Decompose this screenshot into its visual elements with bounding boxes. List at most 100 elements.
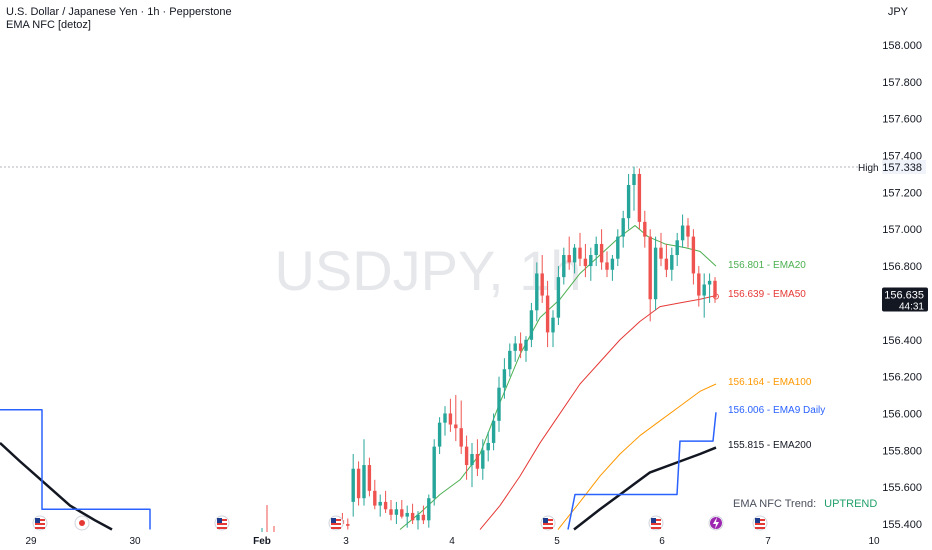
candle xyxy=(529,310,534,340)
x-tick-label: 7 xyxy=(765,536,771,547)
candle xyxy=(448,413,453,425)
candle xyxy=(610,258,615,270)
candle xyxy=(551,317,555,333)
price-badge-bg xyxy=(882,287,928,312)
x-tick-label: 5 xyxy=(554,536,560,547)
y-tick-label: 156.800 xyxy=(882,261,922,273)
candle xyxy=(508,350,512,370)
ema200-line xyxy=(573,446,717,531)
candle xyxy=(378,501,382,506)
candle xyxy=(572,247,577,263)
x-tick-label: Feb xyxy=(253,536,271,547)
candle xyxy=(648,236,652,300)
candle xyxy=(464,446,469,466)
candle xyxy=(621,218,625,237)
candle xyxy=(524,339,528,351)
candle xyxy=(675,240,679,256)
ema50-line xyxy=(479,295,717,530)
trend-panel: EMA NFC Trend: UPTREND xyxy=(733,498,877,510)
y-tick-label: 157.600 xyxy=(882,114,922,126)
candle xyxy=(697,273,701,296)
candle xyxy=(497,387,501,421)
candle xyxy=(643,221,647,237)
candle xyxy=(556,277,561,318)
x-tick-label: 10 xyxy=(868,536,880,547)
indicator-name[interactable]: EMA NFC [detoz] xyxy=(6,19,91,31)
candle xyxy=(394,509,399,515)
candle xyxy=(594,243,598,256)
candle xyxy=(545,295,550,333)
us-flag-icon[interactable] xyxy=(540,515,556,531)
x-tick-label: 3 xyxy=(343,536,349,547)
y-tick-label: 157.800 xyxy=(882,77,922,89)
last-price-marker xyxy=(713,293,719,300)
watermark: USDJPY, 1h xyxy=(274,239,581,302)
candle xyxy=(540,273,544,296)
y-tick-label: 157.200 xyxy=(882,187,922,199)
x-tick-label: 4 xyxy=(449,536,455,547)
ema-label: 155.815 - EMA200 xyxy=(728,440,812,451)
jp-flag-icon[interactable] xyxy=(74,515,90,531)
candle xyxy=(405,512,409,517)
us-flag-icon[interactable] xyxy=(752,515,768,531)
x-tick-label: 29 xyxy=(25,536,37,547)
candle xyxy=(707,280,712,285)
us-flag-icon[interactable] xyxy=(328,515,344,531)
y-tick-label: 158.000 xyxy=(882,40,922,52)
us-flag-icon[interactable] xyxy=(648,515,664,531)
candle xyxy=(599,243,604,263)
candle xyxy=(605,262,609,270)
high-price-bg xyxy=(882,159,926,174)
candle xyxy=(664,258,669,270)
candle xyxy=(637,173,642,222)
price-badge-countdown: 44:31 xyxy=(899,301,924,312)
x-tick-label: 30 xyxy=(129,536,141,547)
candle xyxy=(475,453,480,469)
candle xyxy=(356,468,361,499)
candle xyxy=(513,343,517,351)
ema100-line xyxy=(557,383,717,530)
ema20-line xyxy=(399,225,717,530)
candle xyxy=(432,446,436,499)
candle xyxy=(680,225,685,241)
candle xyxy=(713,280,717,298)
y-tick-label: 157.000 xyxy=(882,224,922,236)
y-tick-label: 156.000 xyxy=(882,408,922,420)
ema9-daily-line xyxy=(567,412,717,530)
trend-value: UPTREND xyxy=(824,498,878,510)
candle xyxy=(702,284,706,296)
candle xyxy=(567,255,571,263)
candle xyxy=(346,524,350,526)
currency-label: JPY xyxy=(887,6,908,18)
candle xyxy=(481,450,485,469)
us-flag-icon[interactable] xyxy=(214,515,230,531)
candle xyxy=(410,512,415,521)
y-tick-label: 157.400 xyxy=(882,151,922,163)
price-badge-price: 156.635 xyxy=(884,289,924,301)
candle xyxy=(400,509,404,517)
candle xyxy=(427,498,431,521)
candle xyxy=(351,468,355,502)
candle xyxy=(578,247,582,259)
candle xyxy=(416,514,420,521)
lightning-icon[interactable] xyxy=(708,515,724,531)
ema200-left-line xyxy=(0,442,113,531)
trend-label: EMA NFC Trend: xyxy=(733,498,817,510)
x-tick-label: 6 xyxy=(659,536,665,547)
ema-label: 156.164 - EMA100 xyxy=(728,377,812,388)
candle xyxy=(691,236,696,274)
us-flag-icon[interactable] xyxy=(32,515,48,531)
y-tick-label: 155.600 xyxy=(882,482,922,494)
candle xyxy=(659,247,663,259)
candle xyxy=(459,428,463,447)
candle xyxy=(562,255,566,278)
chart-symbol-title[interactable]: U.S. Dollar / Japanese Yen · 1h · Pepper… xyxy=(6,6,232,18)
candle xyxy=(502,369,507,388)
ema9-daily-left-line xyxy=(0,409,151,530)
candle xyxy=(589,255,593,267)
y-tick-label: 155.800 xyxy=(882,445,922,457)
candle xyxy=(616,236,620,259)
candle xyxy=(583,258,588,267)
candle xyxy=(518,343,523,351)
